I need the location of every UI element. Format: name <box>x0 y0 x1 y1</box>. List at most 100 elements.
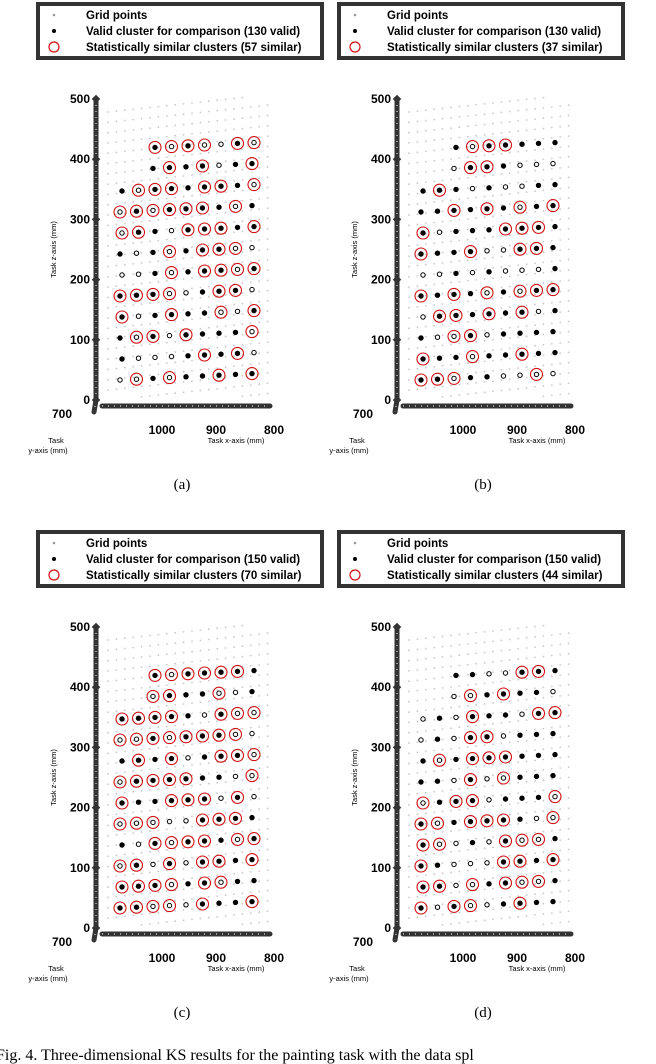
grid-point <box>525 119 528 121</box>
valid-cluster-point <box>150 333 156 340</box>
legend-entry: Valid cluster for comparison (150 valid) <box>86 554 300 566</box>
grid-point <box>424 325 427 328</box>
grid-point <box>450 809 452 812</box>
similar-cluster-marker <box>146 815 160 829</box>
legend-valid-marker <box>52 557 56 561</box>
grid-point <box>550 747 553 750</box>
grid-point <box>416 669 419 671</box>
grid-point <box>475 309 478 312</box>
grid-point <box>559 136 562 138</box>
grid-point <box>182 350 185 352</box>
grid-point <box>115 700 118 702</box>
grid-point <box>500 296 503 299</box>
grid-point <box>458 664 461 667</box>
grid-point <box>199 214 202 217</box>
grid-point <box>483 919 486 922</box>
grid-point <box>567 320 570 323</box>
grid-point <box>483 298 486 301</box>
grid-point <box>542 343 545 346</box>
grid-point <box>424 709 427 712</box>
grid-point <box>508 244 511 247</box>
grid-point <box>525 386 528 389</box>
grid-point <box>424 657 427 660</box>
grid-point <box>424 202 427 204</box>
legend-box <box>337 530 625 588</box>
grid-point <box>416 172 419 174</box>
similar-cluster-marker <box>162 371 177 385</box>
grid-point <box>199 629 202 631</box>
valid-cluster-point <box>486 311 492 317</box>
grid-point <box>458 850 461 852</box>
grid-point <box>207 638 210 641</box>
grid-point <box>458 260 461 262</box>
grid-point <box>149 137 151 140</box>
valid-cluster-point <box>119 356 125 362</box>
grid-point <box>559 736 562 738</box>
grid-point <box>149 923 151 925</box>
valid-cluster-point <box>500 775 507 781</box>
grid-point <box>266 900 269 902</box>
valid-cluster-point <box>135 883 142 889</box>
grid-point <box>567 361 570 364</box>
grid-point <box>483 661 486 664</box>
similar-cluster-marker <box>197 222 212 236</box>
grid-point <box>450 281 452 284</box>
similar-cluster-marker <box>162 161 177 175</box>
grid-point <box>450 395 452 397</box>
grid-point <box>416 679 419 682</box>
grid-point <box>408 142 410 144</box>
similar-cluster-marker <box>181 667 195 681</box>
grid-point <box>207 316 210 319</box>
grid-point <box>157 674 160 677</box>
grid-point <box>216 637 219 640</box>
grid-point <box>492 102 494 104</box>
grid-point <box>182 631 185 633</box>
valid-cluster-point <box>201 226 208 232</box>
grid-point <box>466 725 469 728</box>
grid-point <box>416 751 419 754</box>
grid-point <box>140 148 143 151</box>
similar-cluster-marker <box>181 835 195 849</box>
grid-point <box>550 778 553 781</box>
valid-cluster-point <box>133 820 140 826</box>
grid-point <box>550 654 553 657</box>
grid-point <box>224 863 227 866</box>
grid-point <box>266 197 269 199</box>
grid-point <box>534 149 536 151</box>
grid-point <box>433 863 436 865</box>
grid-point <box>500 794 503 796</box>
grid-point <box>550 250 553 253</box>
grid-point <box>458 167 461 170</box>
grid-point <box>107 752 109 755</box>
valid-cluster-point <box>201 670 208 676</box>
grid-point <box>241 261 244 264</box>
y-axis-label: y-axis (mm) <box>28 446 68 455</box>
grid-point <box>433 324 436 327</box>
valid-cluster-point <box>550 688 556 695</box>
grid-point <box>224 139 227 142</box>
grid-point <box>174 745 177 747</box>
grid-point <box>500 649 503 652</box>
grid-point <box>483 878 486 880</box>
grid-point <box>500 680 503 683</box>
grid-point <box>550 768 553 770</box>
grid-point <box>157 829 160 832</box>
grid-point <box>241 820 244 823</box>
grid-point <box>207 679 210 682</box>
grid-point <box>207 896 210 898</box>
similar-cluster-marker <box>531 664 546 678</box>
grid-point <box>550 301 553 304</box>
grid-point <box>475 186 478 189</box>
grid-point <box>165 921 168 923</box>
z-tick-label: 0 <box>83 921 90 935</box>
grid-point <box>199 639 202 642</box>
grid-point <box>475 268 478 271</box>
grid-point <box>207 648 210 651</box>
grid-point <box>115 813 118 816</box>
grid-point <box>191 349 193 352</box>
grid-point <box>542 738 545 740</box>
grid-point <box>207 772 210 775</box>
grid-point <box>149 158 151 160</box>
grid-point <box>517 140 520 143</box>
